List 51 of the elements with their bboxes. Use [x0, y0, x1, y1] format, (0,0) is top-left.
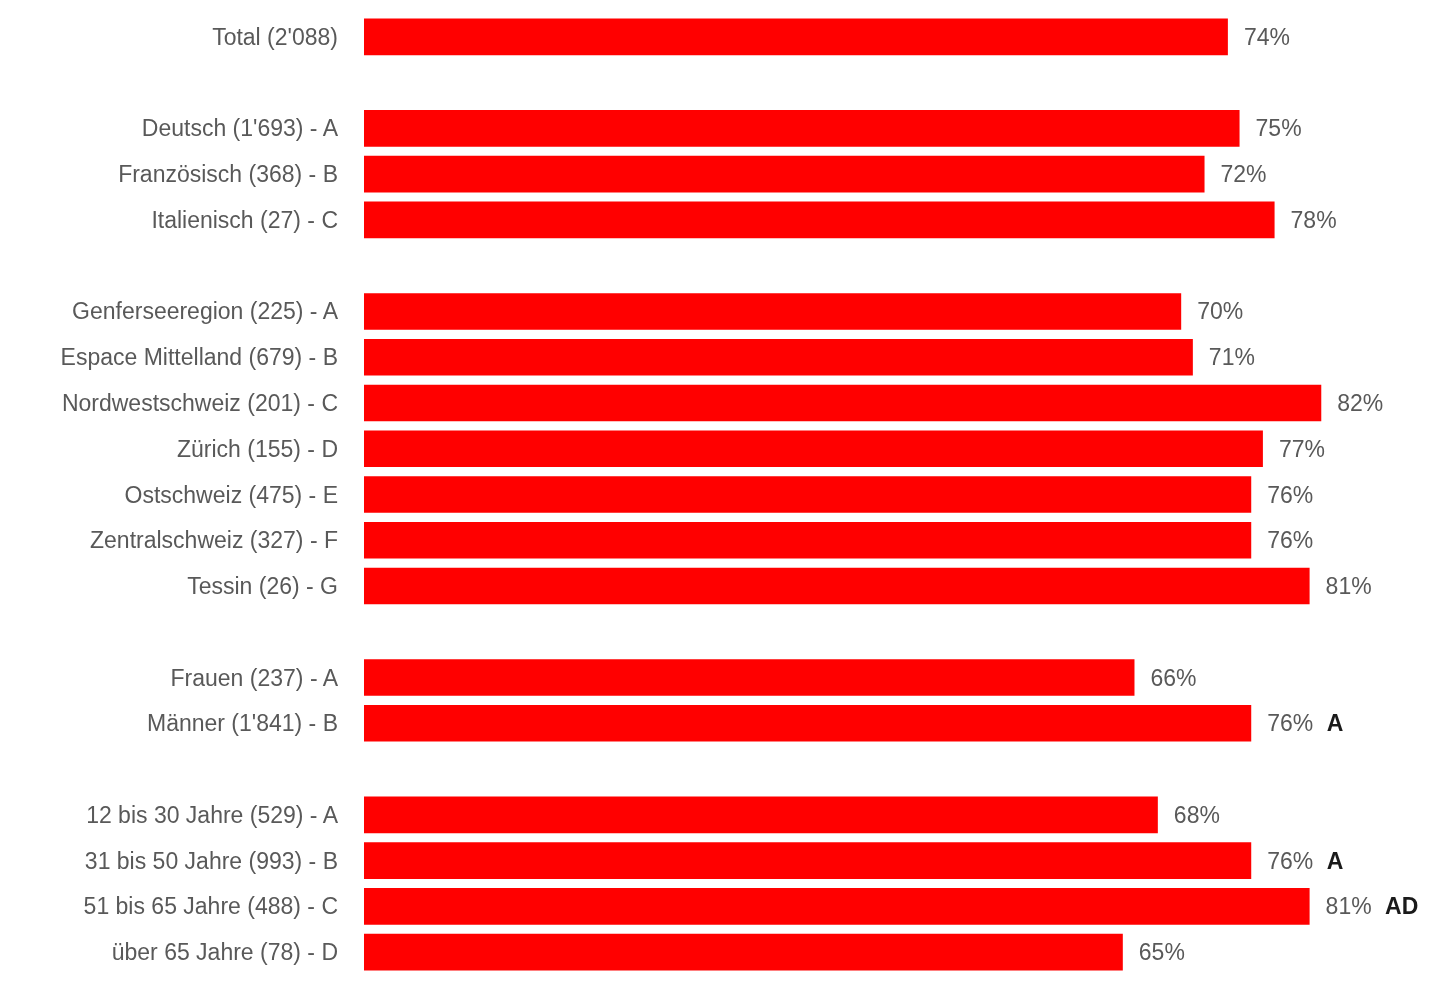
data-label: 71%: [1208, 344, 1255, 371]
bar: [364, 293, 1182, 330]
data-label: 75%: [1255, 115, 1302, 142]
y-tick-label: 51 bis 65 Jahre (488) - C: [83, 893, 338, 920]
data-label: 82%: [1337, 389, 1384, 416]
data-label: 77%: [1278, 435, 1325, 462]
y-tick-label: Männer (1'841) - B: [146, 710, 338, 737]
y-tick-label: Espace Mittelland (679) - B: [60, 344, 338, 371]
y-tick-label: Zürich (155) - D: [176, 435, 338, 462]
bar: [364, 705, 1252, 742]
y-tick-label: 12 bis 30 Jahre (529) - A: [86, 801, 339, 828]
y-tick-label: Genferseeregion (225) - A: [72, 298, 339, 325]
y-tick-label: Deutsch (1'693) - A: [141, 115, 339, 142]
y-tick-label: Total (2'088): [212, 23, 338, 50]
data-label: 72%: [1220, 161, 1267, 188]
data-label: 76% A: [1267, 847, 1344, 874]
y-tick-label: Nordwestschweiz (201) - C: [61, 389, 338, 416]
data-label: 81% AD: [1325, 893, 1419, 920]
y-tick-label: Tessin (26) - G: [187, 573, 338, 600]
bar: [364, 567, 1310, 605]
bar: [364, 18, 1228, 56]
data-label: 68%: [1173, 801, 1220, 828]
bar: [364, 521, 1252, 559]
y-tick-label: Ostschweiz (475) - E: [124, 481, 338, 508]
bar: [364, 933, 1123, 971]
bar: [364, 842, 1252, 879]
data-label: 65%: [1138, 939, 1185, 966]
bar: [364, 888, 1310, 925]
data-label: 76%: [1267, 527, 1314, 554]
data-label: 81%: [1325, 573, 1372, 600]
y-tick-label: über 65 Jahre (78) - D: [111, 939, 338, 966]
y-tick-label: Zentralschweiz (327) - F: [90, 527, 338, 554]
bar: [364, 201, 1275, 239]
y-tick-label: Französisch (368) - B: [118, 161, 338, 188]
data-label: 70%: [1197, 298, 1244, 325]
bar: [364, 338, 1193, 376]
bar: [364, 430, 1263, 468]
bar: [364, 384, 1322, 422]
y-tick-label: 31 bis 50 Jahre (993) - B: [84, 847, 338, 874]
bar: [364, 155, 1205, 193]
bar: [364, 476, 1252, 513]
data-label: 76%: [1267, 481, 1314, 508]
y-tick-label: Frauen (237) - A: [170, 664, 339, 691]
data-label: 78%: [1290, 206, 1337, 233]
y-tick-label: Italienisch (27) - C: [151, 206, 338, 233]
bar: [364, 659, 1135, 696]
bar: [364, 796, 1158, 834]
data-label: 74%: [1243, 23, 1290, 50]
data-label: 66%: [1150, 664, 1197, 691]
data-label: 76% A: [1267, 710, 1344, 737]
bar: [364, 110, 1240, 147]
